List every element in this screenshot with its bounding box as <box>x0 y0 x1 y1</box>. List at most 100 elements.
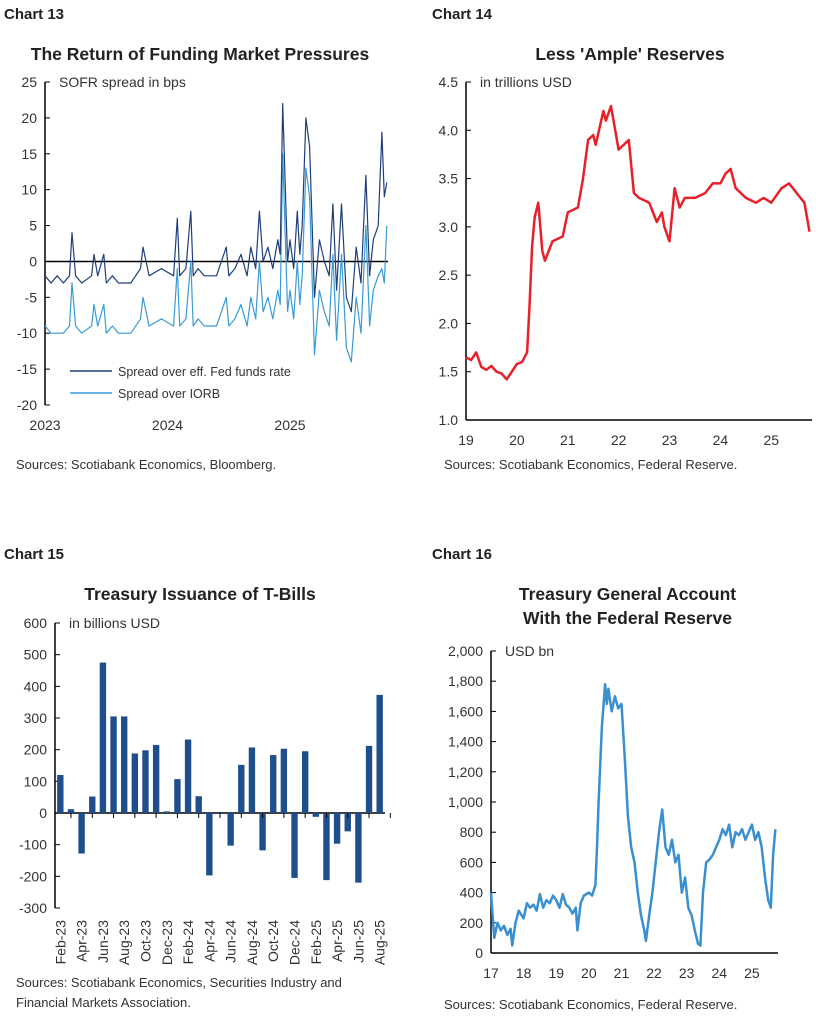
y-tick-label: -20 <box>17 397 37 413</box>
y-tick-label: -100 <box>19 837 47 853</box>
y-tick-label: 800 <box>460 824 484 840</box>
bar-Nov-23 <box>152 744 160 813</box>
bar-Sep-23 <box>131 753 139 813</box>
bar-Oct-23 <box>142 750 149 813</box>
x-tick-label: Aug-23 <box>116 920 132 965</box>
chart13-source: Sources: Scotiabank Economics, Bloomberg… <box>16 457 277 472</box>
x-tick-label: 24 <box>713 432 729 448</box>
y-tick-label: 2,000 <box>448 643 483 659</box>
x-tick-label: 19 <box>458 432 474 448</box>
bar-Dec-23 <box>163 811 170 813</box>
x-tick-label: Oct-24 <box>265 920 281 962</box>
bar-Nov-24 <box>280 748 288 813</box>
bar-Oct-24 <box>270 755 277 813</box>
chart16-title: Treasury General Account With the Federal… <box>440 582 815 630</box>
y-tick-label: 20 <box>21 110 37 126</box>
bar-May-25 <box>344 813 351 832</box>
x-tick-label: 19 <box>548 965 564 981</box>
chart13-label: Chart 13 <box>4 6 65 23</box>
x-tick-label: 25 <box>764 432 780 448</box>
y-axis-title: SOFR spread in bps <box>59 74 186 90</box>
x-tick-label: 21 <box>560 432 576 448</box>
x-tick-label: Jun-23 <box>95 920 111 963</box>
y-tick-label: 500 <box>24 647 48 663</box>
y-tick-label: 1,000 <box>448 794 483 810</box>
bar-Aug-23 <box>121 716 128 813</box>
bar-Jun-23 <box>99 662 107 813</box>
bar-Aug-24 <box>248 747 256 813</box>
bar-Feb-23 <box>57 775 64 813</box>
y-tick-label: 0 <box>29 253 37 269</box>
chart15-source: Sources: Scotiabank Economics, Securitie… <box>16 975 342 1010</box>
y-tick-label: 300 <box>24 710 48 726</box>
bar-Apr-23 <box>78 813 85 854</box>
x-tick-label: Jun-25 <box>350 920 366 963</box>
bar-Apr-25 <box>333 813 341 844</box>
x-tick-label: Dec-24 <box>287 920 303 965</box>
series-line-spread-over-iorb <box>44 153 388 363</box>
y-tick-label: 0 <box>475 945 483 961</box>
x-tick-label: 20 <box>509 432 525 448</box>
y-axis-title: in trillions USD <box>480 74 572 90</box>
x-tick-label: Apr-24 <box>201 920 217 962</box>
x-tick-label: 17 <box>483 965 499 981</box>
x-tick-label: 20 <box>581 965 597 981</box>
bar-Dec-24 <box>291 813 298 878</box>
x-tick-label: 24 <box>712 965 728 981</box>
y-tick-label: 200 <box>460 915 484 931</box>
chart15-title: Treasury Issuance of T-Bills <box>84 584 316 604</box>
bar-Mar-23 <box>67 809 75 813</box>
y-tick-label: 4.0 <box>439 122 459 138</box>
y-tick-label: 10 <box>21 182 37 198</box>
x-tick-label: Apr-25 <box>329 920 345 962</box>
y-tick-label: 1.5 <box>439 364 459 380</box>
x-tick-label: 21 <box>614 965 630 981</box>
bar-Mar-24 <box>195 796 202 813</box>
y-tick-label: 2.5 <box>439 267 459 283</box>
chart16-title-line2: With the Federal Reserve <box>523 608 732 628</box>
y-tick-label: 1.0 <box>439 412 459 428</box>
chart14-label: Chart 14 <box>432 6 493 23</box>
y-tick-label: 1,600 <box>448 703 483 719</box>
y-tick-label: 15 <box>21 146 37 162</box>
bar-Feb-25 <box>312 813 319 817</box>
y-tick-label: -15 <box>17 361 37 377</box>
y-tick-label: 1,800 <box>448 673 483 689</box>
chart15-label: Chart 15 <box>4 546 65 563</box>
bar-Jan-25 <box>301 751 309 813</box>
bar-Jul-24 <box>238 764 245 813</box>
x-tick-label: Dec-23 <box>159 920 175 965</box>
bar-Sep-24 <box>259 813 266 851</box>
bar-Jun-25 <box>355 813 362 883</box>
chart16-label: Chart 16 <box>432 546 493 563</box>
bar-Jan-24 <box>174 779 181 813</box>
x-tick-label: Oct-23 <box>137 920 153 962</box>
y-tick-label: 4.5 <box>439 74 459 90</box>
x-tick-label: 18 <box>516 965 532 981</box>
y-tick-label: 600 <box>460 854 484 870</box>
x-tick-label: 2025 <box>274 417 305 433</box>
legend-label: Spread over IORB <box>118 387 220 401</box>
x-tick-label: Feb-23 <box>52 920 68 965</box>
series-line-spread-over-eff-fed-funds-rate <box>44 102 388 313</box>
chart16-source: Sources: Scotiabank Economics, Federal R… <box>444 997 738 1012</box>
y-tick-label: -300 <box>19 900 47 916</box>
chart16-title-line1: Treasury General Account <box>518 584 737 604</box>
x-tick-label: 2024 <box>152 417 183 433</box>
y-tick-label: -200 <box>19 868 47 884</box>
x-tick-label: Feb-25 <box>308 920 324 965</box>
legend-label: Spread over eff. Fed funds rate <box>118 365 291 379</box>
x-tick-label: 22 <box>611 432 627 448</box>
y-tick-label: 400 <box>460 885 484 901</box>
y-tick-label: 600 <box>24 615 48 631</box>
bar-May-23 <box>89 796 96 813</box>
y-tick-label: -5 <box>25 289 38 305</box>
x-tick-label: 23 <box>679 965 695 981</box>
y-axis-title: USD bn <box>505 643 554 659</box>
chart14-title: Less 'Ample' Reserves <box>535 44 725 64</box>
y-tick-label: 0 <box>39 805 47 821</box>
x-tick-label: Apr-23 <box>74 920 90 962</box>
y-axis-title: in billions USD <box>69 615 160 631</box>
bar-Aug-25 <box>376 694 383 813</box>
